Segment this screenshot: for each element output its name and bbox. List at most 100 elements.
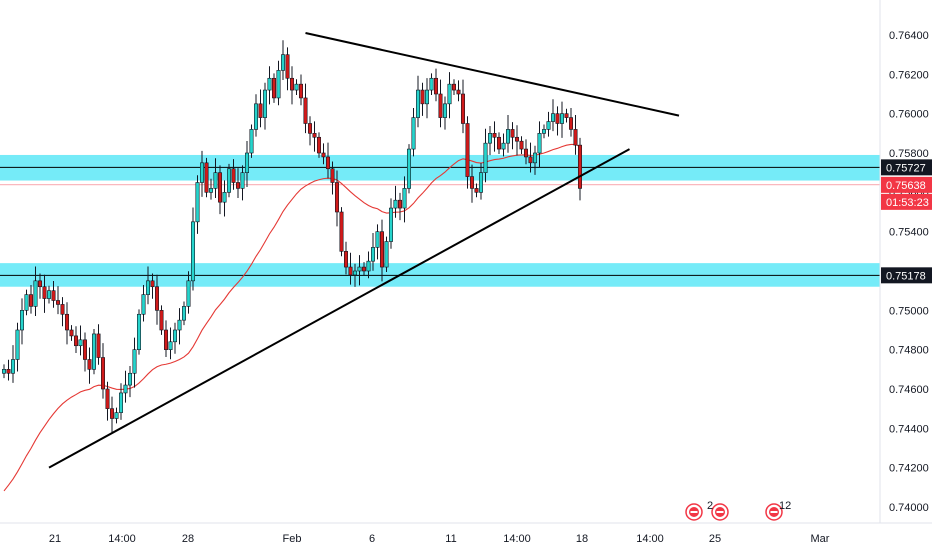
candle[interactable] — [33, 280, 38, 307]
candle[interactable] — [577, 144, 582, 189]
candle[interactable] — [24, 294, 29, 311]
candle[interactable] — [348, 266, 353, 276]
candle[interactable] — [546, 121, 551, 130]
candle[interactable] — [501, 142, 506, 150]
candle[interactable] — [42, 286, 47, 299]
candle[interactable] — [442, 103, 447, 118]
candle[interactable] — [159, 310, 164, 331]
candle[interactable] — [321, 152, 326, 158]
candle[interactable] — [429, 77, 434, 91]
candle[interactable] — [438, 93, 443, 118]
candle[interactable] — [487, 133, 492, 144]
candle[interactable] — [249, 129, 254, 154]
candle[interactable] — [28, 294, 33, 307]
candle[interactable] — [451, 83, 456, 91]
candle[interactable] — [564, 113, 569, 118]
candle[interactable] — [541, 129, 546, 134]
candle[interactable] — [289, 77, 294, 91]
candle[interactable] — [343, 251, 348, 268]
candle[interactable] — [384, 241, 389, 268]
candle[interactable] — [519, 140, 524, 150]
candle[interactable] — [92, 333, 97, 370]
candle[interactable] — [523, 148, 528, 158]
candle[interactable] — [231, 168, 236, 183]
candle[interactable] — [298, 83, 303, 99]
candle[interactable] — [155, 286, 160, 311]
candle[interactable] — [1, 369, 7, 374]
candle[interactable] — [294, 83, 299, 91]
candle[interactable] — [173, 329, 178, 343]
candle[interactable] — [146, 280, 151, 295]
candle[interactable] — [6, 369, 11, 374]
candle[interactable] — [415, 89, 420, 118]
candle[interactable] — [388, 207, 393, 242]
candle[interactable] — [537, 133, 542, 154]
candle[interactable] — [74, 335, 79, 347]
candle[interactable] — [406, 148, 411, 189]
candle[interactable] — [182, 306, 187, 321]
candle[interactable] — [339, 211, 344, 252]
candles-layer[interactable] — [1, 40, 582, 433]
candle[interactable] — [258, 103, 263, 118]
candle[interactable] — [402, 188, 407, 209]
candle[interactable] — [227, 168, 232, 193]
candle[interactable] — [168, 341, 173, 350]
candle[interactable] — [164, 329, 169, 350]
candle[interactable] — [474, 188, 479, 193]
candle[interactable] — [245, 152, 250, 173]
candle[interactable] — [46, 290, 51, 299]
candle[interactable] — [532, 152, 537, 164]
candle[interactable] — [87, 359, 92, 370]
candle[interactable] — [78, 339, 83, 347]
candle[interactable] — [209, 188, 214, 193]
candle[interactable] — [105, 388, 110, 409]
candle[interactable] — [330, 168, 335, 183]
candle[interactable] — [370, 247, 375, 262]
candle[interactable] — [240, 172, 245, 189]
candle[interactable] — [195, 182, 200, 223]
candle[interactable] — [361, 266, 366, 272]
candle[interactable] — [528, 156, 533, 164]
candle[interactable] — [483, 142, 488, 173]
event-markers[interactable]: 2 12 — [685, 500, 791, 521]
candle[interactable] — [496, 136, 501, 150]
candle[interactable] — [37, 280, 42, 288]
candle[interactable] — [15, 329, 20, 360]
candle[interactable] — [96, 333, 101, 358]
candle[interactable] — [200, 162, 205, 183]
candle[interactable] — [456, 89, 461, 95]
candle[interactable] — [254, 103, 259, 130]
candle[interactable] — [19, 310, 24, 331]
candle[interactable] — [505, 129, 510, 144]
candle[interactable] — [262, 89, 267, 118]
candle[interactable] — [559, 113, 564, 124]
candle[interactable] — [514, 136, 519, 142]
candle[interactable] — [393, 199, 398, 209]
candle[interactable] — [204, 162, 209, 193]
candle[interactable] — [307, 123, 312, 134]
candle[interactable] — [550, 113, 555, 122]
candle[interactable] — [123, 384, 128, 394]
candle[interactable] — [366, 260, 371, 272]
candle[interactable] — [573, 129, 578, 146]
candle[interactable] — [555, 113, 560, 124]
candle[interactable] — [312, 133, 317, 138]
candle[interactable] — [334, 182, 339, 213]
candle[interactable] — [110, 408, 115, 419]
candle[interactable] — [478, 172, 483, 193]
candle[interactable] — [280, 54, 285, 71]
candle[interactable] — [465, 123, 470, 177]
candle[interactable] — [150, 280, 155, 288]
candle[interactable] — [137, 313, 142, 350]
candle[interactable] — [267, 77, 272, 91]
candle[interactable] — [352, 270, 357, 276]
candle[interactable] — [510, 129, 515, 138]
candle[interactable] — [375, 231, 380, 248]
candle[interactable] — [141, 294, 146, 315]
candle[interactable] — [271, 77, 276, 99]
candle[interactable] — [83, 339, 88, 360]
candle[interactable] — [316, 136, 321, 154]
candle[interactable] — [11, 359, 16, 374]
candle[interactable] — [213, 172, 218, 189]
candle[interactable] — [60, 304, 65, 315]
